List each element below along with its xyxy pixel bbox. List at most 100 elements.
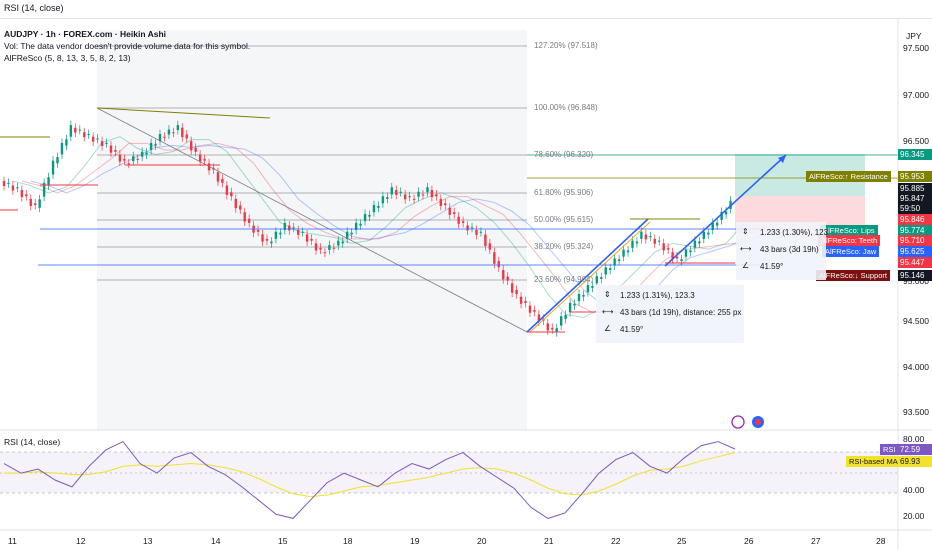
candle-body <box>51 160 55 175</box>
candle-body <box>600 277 603 279</box>
rsi-title[interactable]: RSI (14, close) <box>4 437 61 447</box>
candle-body <box>377 206 380 208</box>
candle-body <box>640 231 643 239</box>
candle-body <box>310 238 313 241</box>
rsi-ma-line <box>4 452 736 497</box>
candle-body <box>185 134 188 139</box>
candle-body <box>136 158 139 160</box>
fib-lines <box>97 45 527 281</box>
currency-label: JPY <box>906 31 922 41</box>
measure-1-bars: 43 bars (1d 19h), distance: 255 px <box>620 308 742 317</box>
candle-body <box>279 232 282 235</box>
candle-body <box>635 241 639 244</box>
measure-box-2[interactable]: ⇕ 1.233 (1.30%), 123 ⟷ 43 bars (3d 19h) … <box>736 222 829 280</box>
candle-body <box>301 231 304 233</box>
candle-body <box>551 327 554 330</box>
candle-body <box>390 187 393 195</box>
candle-body <box>354 222 358 230</box>
candle-body <box>319 247 322 250</box>
candle-body <box>11 185 15 191</box>
candle-body <box>341 241 344 244</box>
candle-body <box>649 236 652 238</box>
candle-body <box>461 221 465 223</box>
candle-body <box>363 214 367 222</box>
candle-body <box>724 211 728 215</box>
measure-2-angle-icon: ∠ <box>742 261 750 270</box>
trend-line-down <box>96 107 528 333</box>
price-axis-label: 97.000 <box>903 90 929 100</box>
measure-1-angle: 41.59° <box>620 325 644 334</box>
measure-1-angle-icon: ∠ <box>604 324 612 333</box>
candle-body <box>83 132 86 138</box>
price-axis-label: 94.500 <box>903 316 929 326</box>
candle-body <box>662 243 665 251</box>
candle-body <box>292 227 295 229</box>
candle-body <box>296 230 300 235</box>
measure-2-change: 1.233 (1.30%), 123 <box>760 228 829 237</box>
candle-body <box>586 285 590 293</box>
time-axis-label: 15 <box>278 536 288 546</box>
candle-body <box>546 323 549 331</box>
legend-indicator[interactable]: AlFReSco (5, 8, 13, 3, 5, 8, 2, 13) <box>4 53 131 63</box>
candle-body <box>457 216 460 224</box>
time-axis-label: 11 <box>8 536 17 546</box>
trend-line-up-2 <box>664 154 787 267</box>
price-tag: 96.345 <box>898 149 932 160</box>
candle-body <box>47 177 50 186</box>
candle-body <box>328 245 331 250</box>
rsi-axis-label: 40.00 <box>903 485 925 495</box>
candle-body <box>7 182 10 184</box>
candle-body <box>158 134 162 142</box>
candle-body <box>323 252 327 254</box>
candle-body <box>29 198 32 206</box>
candle-body <box>533 310 536 312</box>
candle-body <box>573 303 576 306</box>
candle-body <box>96 138 99 140</box>
candle-body <box>452 212 456 214</box>
candle-body <box>314 243 318 251</box>
price-axis-label: 93.500 <box>903 407 929 417</box>
candle-body <box>368 214 371 217</box>
candle-body <box>403 194 407 200</box>
fib-label: 78.60% (96.320) <box>534 150 594 159</box>
legend-symbol[interactable]: AUDJPY · 1h · FOREX.com · Heikin Ashi <box>4 29 167 39</box>
candle-body <box>435 194 438 197</box>
candle-body <box>332 247 336 249</box>
candle-body <box>234 198 237 209</box>
candle-body <box>470 227 474 229</box>
candle-body <box>466 225 469 231</box>
alligator-label: AlFReSco: Jaw <box>822 246 880 257</box>
candle-body <box>2 181 6 186</box>
fib-label: 127.20% (97.518) <box>534 41 598 50</box>
candle-body <box>118 154 122 162</box>
measure-box-1[interactable]: ⇕ 1.233 (1.31%), 123.3 ⟷ 43 bars (1d 19h… <box>596 285 744 343</box>
alligator-line <box>12 136 745 318</box>
candle-body <box>711 222 714 230</box>
candle-body <box>140 151 144 157</box>
candle-body <box>38 199 41 208</box>
price-axis-label: 94.000 <box>903 362 929 372</box>
candle-body <box>149 142 153 150</box>
alligator-label: AlFReSco: Lips <box>820 225 878 236</box>
candle-body <box>591 286 594 288</box>
candle-body <box>421 194 425 196</box>
measure-1-change: 1.233 (1.31%), 123.3 <box>620 291 695 300</box>
candle-body <box>176 125 180 130</box>
candle-body <box>145 152 148 155</box>
event-icon-flash <box>731 415 745 429</box>
candle-body <box>675 256 679 259</box>
time-axis-label: 12 <box>76 536 86 546</box>
price-tag: 95.953 <box>898 171 932 182</box>
fib-label: 38.20% (95.324) <box>534 242 594 251</box>
candle-body <box>194 147 197 152</box>
arrow-head <box>778 155 786 163</box>
legend-volume: Vol: The data vendor doesn't provide vol… <box>4 41 251 51</box>
candle-body <box>729 200 732 209</box>
candle-body <box>617 259 621 262</box>
time-axis-label: 28 <box>876 536 886 546</box>
candle-body <box>510 283 514 293</box>
candle-body <box>34 203 37 206</box>
price-tag: 95.885 <box>898 183 932 194</box>
candle-body <box>350 232 353 235</box>
